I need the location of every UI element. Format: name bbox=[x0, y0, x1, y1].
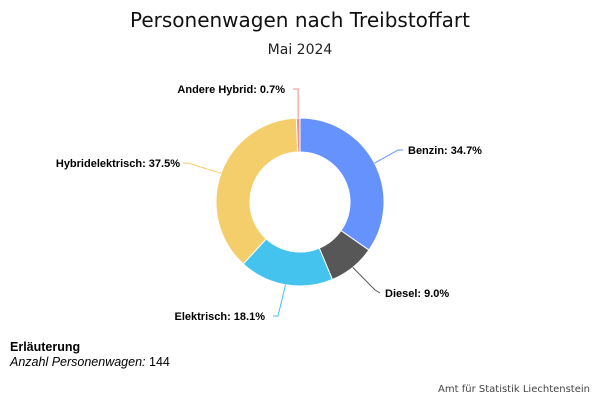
note-value: 144 bbox=[149, 355, 170, 369]
note-heading: Erläuterung bbox=[10, 340, 81, 354]
data-label-elektrisch: Elektrisch: 18.1% bbox=[175, 311, 266, 323]
explanation-note: Erläuterung Anzahl Personenwagen: 144 bbox=[10, 340, 170, 370]
connector-andere-hybrid bbox=[293, 88, 299, 119]
chart-subtitle: Mai 2024 bbox=[267, 42, 333, 58]
data-label-diesel: Diesel: 9.0% bbox=[385, 288, 449, 300]
data-label-hybridelektrisch: Hybridelektrisch: 37.5% bbox=[56, 158, 180, 170]
slice-benzin[interactable] bbox=[299, 117, 385, 251]
connector-elektrisch bbox=[273, 284, 287, 317]
slice-andere-hybrid[interactable] bbox=[295, 117, 301, 153]
chart-title: Personenwagen nach Treibstoffart bbox=[129, 8, 470, 32]
connector-diesel bbox=[352, 267, 381, 294]
note-key: Anzahl Personenwagen: bbox=[10, 355, 146, 369]
data-label-benzin: Benzin: 34.7% bbox=[408, 145, 482, 157]
slice-hybridelektrisch[interactable] bbox=[215, 117, 299, 265]
connector-benzin bbox=[374, 149, 403, 164]
data-label-andere-hybrid: Andere Hybrid: 0.7% bbox=[177, 84, 285, 96]
connector-hybridelektrisch bbox=[183, 162, 222, 174]
source-credit: Amt für Statistik Liechtenstein bbox=[438, 384, 590, 395]
